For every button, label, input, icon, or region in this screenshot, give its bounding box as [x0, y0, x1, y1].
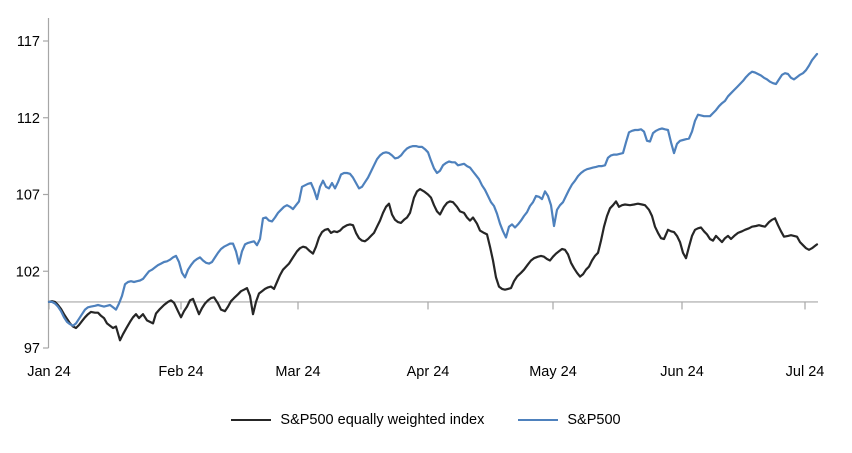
x-tick-label: Mar 24	[275, 364, 320, 380]
x-tick-label: May 24	[529, 364, 577, 380]
legend-label-equal-weight: S&P500 equally weighted index	[280, 412, 485, 428]
y-tick-label: 112	[17, 111, 40, 127]
sp500-series-line	[47, 52, 819, 327]
x-tick-label: Jun 24	[660, 364, 704, 380]
y-tick-label: 97	[24, 341, 40, 357]
legend-label-sp500: S&P500	[567, 412, 621, 428]
legend-item-equal-weight: S&P500 equally weighted index	[231, 412, 484, 428]
x-tick-label: Feb 24	[158, 364, 203, 380]
sp500-line-swatch	[518, 419, 559, 421]
chart-legend: S&P500 equally weighted index S&P500	[0, 412, 852, 428]
x-tick-label: Jan 24	[27, 364, 71, 380]
y-tick-label: 102	[16, 264, 40, 280]
y-tick-label: 117	[17, 34, 40, 50]
equal-weight-line-swatch	[231, 419, 272, 421]
x-tick-label: Apr 24	[407, 364, 450, 380]
x-tick-label: Jul 24	[786, 364, 825, 380]
y-tick-label: 107	[16, 188, 40, 204]
equal-weight-series-line	[47, 188, 819, 342]
legend-item-sp500: S&P500	[518, 412, 621, 428]
